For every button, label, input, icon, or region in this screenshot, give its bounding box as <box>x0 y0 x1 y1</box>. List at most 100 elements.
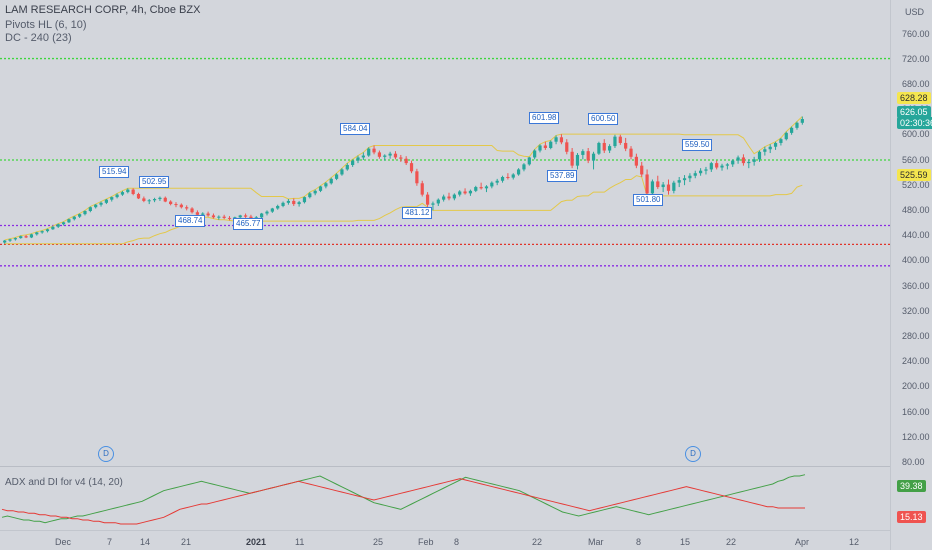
candle-body <box>356 157 360 161</box>
candle-body <box>147 200 151 202</box>
dividend-marker-icon[interactable]: D <box>685 446 701 462</box>
candle-body <box>201 213 205 215</box>
candle-body <box>409 163 414 172</box>
candle-body <box>302 197 307 203</box>
y-axis-tick-label: 120.00 <box>902 431 930 442</box>
y-axis-tick-label: 320.00 <box>902 305 930 316</box>
candle-body <box>800 119 804 123</box>
candle-body <box>725 164 729 166</box>
x-axis-label: Apr <box>795 537 810 547</box>
candle-body <box>715 163 719 168</box>
y-axis-tick-label: 720.00 <box>902 53 930 64</box>
candle-body <box>169 201 173 205</box>
plus-di-tag: 39.38 <box>897 480 926 492</box>
candle-body <box>131 189 135 194</box>
candle-body <box>490 182 494 187</box>
candle-body <box>757 151 762 160</box>
chart-title[interactable]: LAM RESEARCH CORP, 4h, Cboe BZX <box>5 4 201 16</box>
candle-body <box>388 153 392 156</box>
candle-body <box>554 137 558 142</box>
candle-body <box>431 203 435 205</box>
countdown-tag: 02:30:36 <box>897 117 932 129</box>
candle-body <box>720 165 724 168</box>
candle-body <box>436 199 440 204</box>
candle-body <box>126 189 130 193</box>
candle-body <box>361 155 365 158</box>
upper-dc-tag: 628.28 <box>897 92 931 104</box>
candle-body <box>13 238 17 240</box>
candle-body <box>463 191 467 194</box>
candle-body <box>377 152 382 157</box>
candle-body <box>500 176 505 181</box>
x-axis-label: Mar <box>588 537 604 547</box>
candle-body <box>29 234 34 238</box>
y-axis-tick-label: 160.00 <box>902 406 930 417</box>
candle-body <box>281 202 285 206</box>
dc-upper-line <box>4 116 803 241</box>
candle-body <box>190 208 194 213</box>
candle-body <box>270 208 274 212</box>
pane-divider[interactable] <box>0 466 890 467</box>
candle-body <box>99 202 103 205</box>
x-axis-label-year: 2021 <box>246 537 267 547</box>
candle-body <box>120 192 125 195</box>
candle-body <box>565 142 569 152</box>
indicator-pivots-label[interactable]: Pivots HL (6, 10) <box>5 19 87 31</box>
candle-body <box>265 211 269 214</box>
candle-body <box>297 202 301 205</box>
horizontal-levels <box>0 57 890 267</box>
candle-body <box>94 204 98 208</box>
candle-body <box>747 161 751 164</box>
y-axis-tick-label: 600.00 <box>902 129 930 140</box>
candle-body <box>383 155 387 157</box>
x-axis-label: 8 <box>454 537 460 547</box>
candle-body <box>790 127 794 133</box>
candle-body <box>634 156 638 166</box>
candle-body <box>484 186 489 189</box>
candle-body <box>72 216 76 220</box>
x-axis-label: 21 <box>181 537 192 547</box>
candle-body <box>104 199 108 203</box>
pivot-high-label: 502.95 <box>139 176 170 188</box>
y-axis-border <box>890 0 891 550</box>
candle-body <box>575 154 580 166</box>
y-axis-tick-label: 760.00 <box>902 28 930 39</box>
candle-body <box>699 170 703 174</box>
candle-body <box>415 171 419 184</box>
candle-body <box>543 145 547 148</box>
candle-body <box>233 217 237 219</box>
candle-body <box>243 215 248 217</box>
candle-body <box>152 199 157 201</box>
candle-body <box>51 226 55 230</box>
candle-body <box>393 153 398 158</box>
y-axis-tick-label: 360.00 <box>902 280 930 291</box>
candle-body <box>527 157 531 165</box>
candle-body <box>704 169 708 171</box>
candle-body <box>474 187 478 191</box>
candle-body <box>795 122 799 128</box>
candle-body <box>773 142 778 147</box>
adx-indicator-label[interactable]: ADX and DI for v4 (14, 20) <box>5 477 123 488</box>
candle-body <box>511 174 515 178</box>
candle-body <box>351 160 355 166</box>
donchian-channel <box>4 116 803 245</box>
candle-body <box>318 186 323 191</box>
candle-body <box>666 184 671 191</box>
dividend-marker-icon[interactable]: D <box>98 446 114 462</box>
candle-body <box>254 217 258 219</box>
indicator-dc-label[interactable]: DC - 240 (23) <box>5 32 72 44</box>
candle-body <box>495 180 499 183</box>
candle-body <box>468 190 473 194</box>
minus-di-line <box>1 478 805 525</box>
candle-body <box>174 204 178 206</box>
y-axis-tick-label: 80.00 <box>902 457 925 467</box>
pivot-high-label: 584.04 <box>340 123 371 135</box>
candle-body <box>452 194 456 199</box>
candle-body <box>677 180 681 183</box>
candle-body <box>206 213 210 216</box>
pivot-high-label: 559.50 <box>682 139 713 151</box>
candle-body <box>645 174 649 194</box>
candle-body <box>217 216 221 218</box>
candle-body <box>67 219 71 223</box>
